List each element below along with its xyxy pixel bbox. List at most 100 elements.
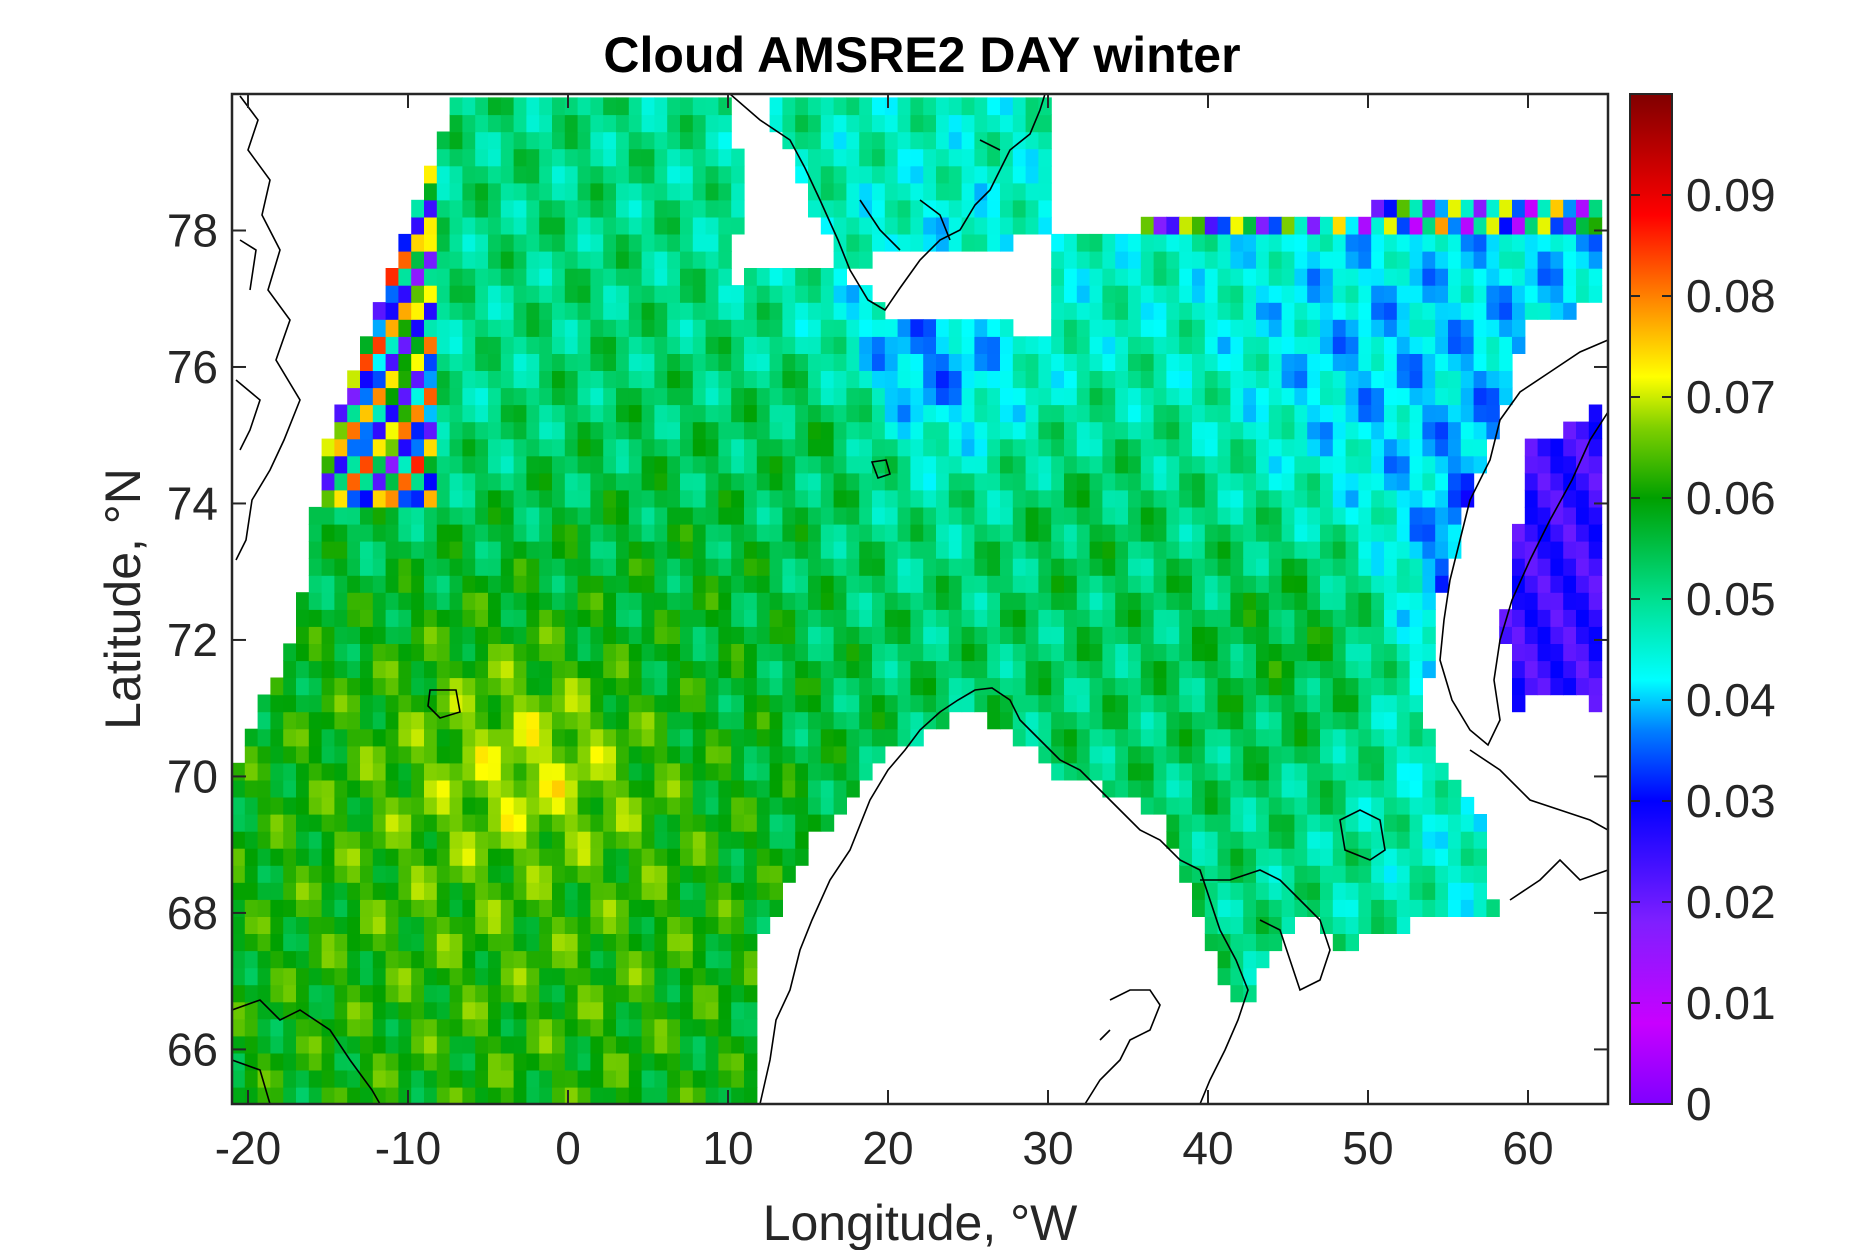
heatmap-cell bbox=[731, 455, 745, 474]
heatmap-cell bbox=[398, 251, 412, 269]
heatmap-cell bbox=[449, 1001, 463, 1020]
heatmap-cell bbox=[795, 814, 809, 832]
heatmap-cell bbox=[731, 421, 745, 440]
heatmap-cell bbox=[334, 609, 348, 627]
heatmap-cell bbox=[1192, 609, 1206, 627]
heatmap-cell bbox=[500, 353, 515, 371]
heatmap-cell bbox=[424, 916, 438, 934]
heatmap-cell bbox=[948, 182, 963, 201]
heatmap-cell bbox=[526, 882, 540, 900]
heatmap-cell bbox=[1384, 421, 1398, 440]
heatmap-cell bbox=[1294, 626, 1308, 644]
heatmap-cell bbox=[1115, 370, 1129, 389]
heatmap-cell bbox=[372, 711, 387, 730]
heatmap-cell bbox=[1332, 285, 1347, 303]
heatmap-cell bbox=[296, 865, 310, 883]
heatmap-cell bbox=[769, 677, 783, 696]
heatmap-cell bbox=[488, 711, 502, 730]
heatmap-cell bbox=[590, 745, 604, 764]
heatmap-cell bbox=[1115, 677, 1129, 696]
heatmap-cell bbox=[705, 1086, 719, 1104]
heatmap-cell bbox=[475, 609, 489, 627]
heatmap-cell bbox=[769, 831, 783, 849]
heatmap-cell bbox=[692, 677, 707, 696]
heatmap-cell bbox=[667, 1018, 681, 1037]
heatmap-cell bbox=[1166, 387, 1180, 406]
heatmap-cell bbox=[923, 421, 937, 440]
heatmap-cell bbox=[1115, 694, 1129, 713]
heatmap-cell bbox=[795, 148, 809, 167]
heatmap-cell bbox=[232, 796, 246, 815]
heatmap-cell bbox=[500, 1069, 515, 1088]
heatmap-cell bbox=[948, 592, 963, 610]
heatmap-cell bbox=[539, 319, 553, 337]
heatmap-cell bbox=[1384, 302, 1398, 320]
heatmap-cell bbox=[1166, 233, 1180, 252]
heatmap-cell bbox=[680, 404, 694, 423]
heatmap-cell bbox=[270, 814, 284, 832]
heatmap-cell bbox=[692, 1035, 707, 1054]
heatmap-cell bbox=[692, 796, 707, 815]
heatmap-cell bbox=[360, 694, 374, 713]
heatmap-cell bbox=[372, 319, 387, 337]
heatmap-cell bbox=[756, 336, 771, 354]
heatmap-cell bbox=[654, 916, 668, 934]
heatmap-cell bbox=[1345, 541, 1359, 559]
heatmap-cell bbox=[526, 285, 540, 303]
heatmap-cell bbox=[1051, 711, 1065, 730]
heatmap-cell bbox=[756, 711, 771, 730]
heatmap-cell bbox=[1448, 216, 1462, 235]
heatmap-cell bbox=[1358, 643, 1372, 662]
heatmap-cell bbox=[974, 694, 988, 713]
heatmap-cell bbox=[795, 353, 809, 371]
heatmap-cell bbox=[628, 1035, 643, 1054]
heatmap-cell bbox=[539, 848, 553, 866]
heatmap-cell bbox=[948, 694, 963, 713]
heatmap-cell bbox=[1563, 233, 1577, 252]
heatmap-cell bbox=[680, 694, 694, 713]
heatmap-cell bbox=[1550, 438, 1564, 457]
heatmap-cell bbox=[782, 779, 796, 798]
heatmap-cell bbox=[232, 967, 246, 986]
heatmap-cell bbox=[718, 779, 732, 798]
heatmap-cell bbox=[1358, 523, 1372, 542]
heatmap-cell bbox=[795, 268, 809, 286]
heatmap-cell bbox=[552, 114, 566, 133]
heatmap-cell bbox=[347, 1035, 361, 1054]
heatmap-cell bbox=[616, 523, 630, 542]
heatmap-cell bbox=[1332, 609, 1347, 627]
heatmap-cell bbox=[1153, 711, 1167, 730]
heatmap-cell bbox=[539, 984, 553, 1003]
heatmap-cell bbox=[449, 489, 463, 508]
heatmap-cell bbox=[1320, 865, 1334, 883]
heatmap-cell bbox=[961, 387, 975, 406]
heatmap-cell bbox=[1435, 438, 1449, 457]
heatmap-cell bbox=[961, 558, 975, 576]
heatmap-cell bbox=[1460, 899, 1475, 917]
heatmap-cell bbox=[1473, 353, 1487, 371]
heatmap-cell bbox=[436, 336, 451, 354]
heatmap-cell bbox=[833, 404, 847, 423]
heatmap-cell bbox=[731, 609, 745, 627]
heatmap-cell bbox=[897, 199, 911, 218]
heatmap-cell bbox=[744, 370, 758, 389]
heatmap-cell bbox=[1345, 609, 1359, 627]
heatmap-cell bbox=[1384, 728, 1398, 747]
heatmap-cell bbox=[462, 285, 476, 303]
heatmap-cell bbox=[360, 762, 374, 781]
heatmap-cell bbox=[1550, 506, 1564, 525]
heatmap-cell bbox=[833, 489, 847, 508]
heatmap-cell bbox=[360, 745, 374, 764]
heatmap-cell bbox=[564, 967, 579, 986]
heatmap-cell bbox=[680, 865, 694, 883]
heatmap-cell bbox=[1563, 285, 1577, 303]
heatmap-cell bbox=[385, 1018, 399, 1037]
heatmap-cell bbox=[296, 984, 310, 1003]
heatmap-cell bbox=[718, 711, 732, 730]
heatmap-cell bbox=[372, 677, 387, 696]
colorbar-tick-label: 0 bbox=[1686, 1078, 1712, 1130]
heatmap-cell bbox=[1192, 319, 1206, 337]
heatmap-cell bbox=[1307, 711, 1321, 730]
heatmap-cell bbox=[1358, 472, 1372, 491]
heatmap-cell bbox=[1358, 216, 1372, 235]
